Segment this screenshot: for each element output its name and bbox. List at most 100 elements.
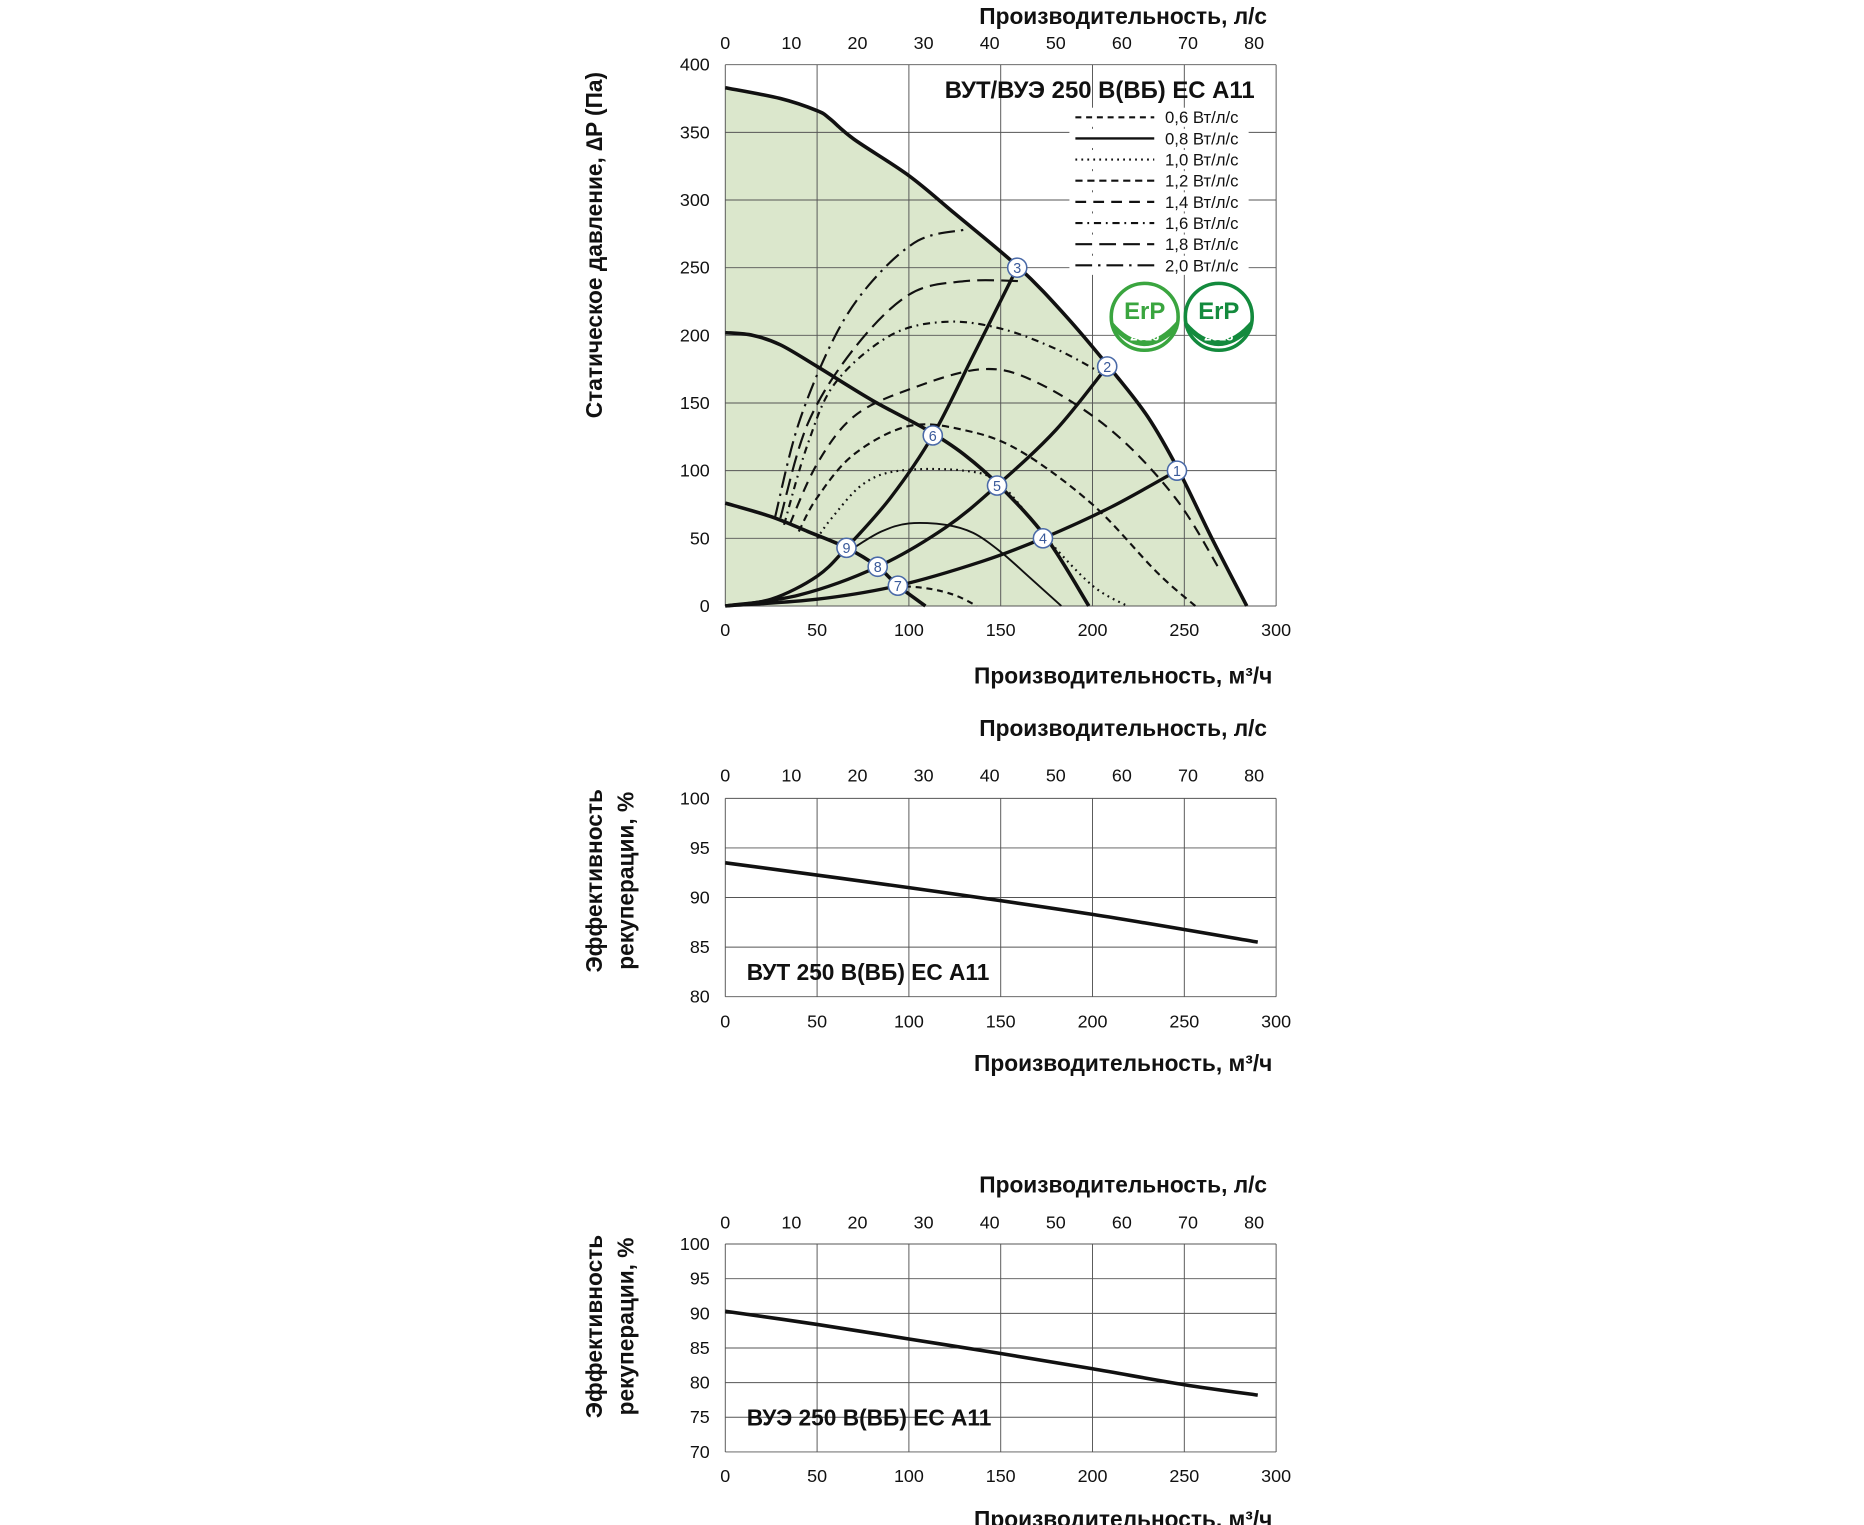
y-tick-label: 85: [690, 937, 710, 957]
operating-point-marker: [887, 575, 909, 597]
operating-area-fill: [725, 87, 1247, 606]
y-axis-label: рекуперации, %: [612, 1238, 638, 1416]
y-tick-label: 400: [680, 55, 710, 75]
x2-tick-label: 70: [1178, 1213, 1198, 1233]
legend-bg: [1069, 150, 1249, 170]
x-tick-label: 250: [1169, 1012, 1199, 1032]
erp-logo-text: ErP: [1198, 298, 1239, 325]
legend-label: 1,8 Вт/л/с: [1165, 235, 1239, 254]
x2-tick-label: 20: [848, 33, 868, 53]
sfp-curve: [779, 279, 1023, 519]
x-tick-label: 100: [894, 1012, 924, 1032]
y-tick-label: 0: [700, 596, 710, 616]
x2-tick-label: 10: [781, 766, 801, 786]
y-tick-label: 90: [690, 887, 710, 907]
y-tick-label: 80: [690, 1373, 710, 1393]
system-curve: [725, 365, 1109, 608]
legend-label: 0,6 Вт/л/с: [1165, 108, 1239, 127]
efficiency-line: [725, 861, 1259, 944]
x-axis-label: Производительность, м³/ч: [974, 1050, 1272, 1076]
y-axis-label: рекуперации, %: [612, 792, 638, 970]
x2-tick-label: 80: [1244, 1213, 1264, 1233]
x2-tick-label: 30: [914, 1213, 934, 1233]
sfp-curve: [773, 228, 965, 519]
operating-point-marker: [922, 425, 944, 446]
x-tick-label: 200: [1078, 620, 1108, 640]
operating-point-label: 4: [1039, 532, 1047, 548]
y-axis-label: Эффективность: [581, 1235, 607, 1418]
x2-tick-label: 10: [781, 33, 801, 53]
x2-tick-label: 30: [914, 766, 934, 786]
sfp-curve: [797, 423, 1197, 607]
legend-bg: [1069, 255, 1249, 275]
x2-tick-label: 50: [1046, 33, 1066, 53]
legend-label: 1,0 Вт/л/с: [1165, 151, 1239, 170]
operating-point-marker: [836, 537, 857, 559]
x-tick-label: 300: [1261, 620, 1291, 640]
y-tick-label: 150: [680, 393, 710, 413]
x-axis-label: Производительность, м³/ч: [974, 663, 1272, 689]
x2-tick-label: 20: [848, 1213, 868, 1233]
erp-logo-swoosh: [1186, 319, 1253, 347]
legend-bg: [1069, 213, 1249, 233]
efficiency-line: [725, 1309, 1259, 1397]
x-tick-label: 100: [894, 620, 924, 640]
x2-tick-label: 20: [848, 766, 868, 786]
operating-point-label: 6: [929, 429, 937, 445]
y-tick-label: 70: [690, 1442, 710, 1462]
x2-tick-label: 0: [720, 33, 730, 53]
x2-tick-label: 70: [1178, 33, 1198, 53]
x2-axis-label: Производительность, л/с: [979, 715, 1267, 741]
legend-bg: [1069, 171, 1249, 191]
sfp-curve: [788, 367, 1222, 573]
sfp-curve: [853, 521, 1062, 607]
x2-tick-label: 40: [980, 1213, 1000, 1233]
operating-point-label: 8: [874, 560, 882, 576]
y-tick-label: 85: [690, 1338, 710, 1358]
system-curve: [725, 266, 1019, 608]
operating-point-marker: [1166, 460, 1188, 481]
y-tick-label: 100: [680, 1234, 710, 1254]
x2-tick-label: 50: [1046, 1213, 1066, 1233]
operating-point-marker: [986, 475, 1008, 496]
operating-point-label: 5: [993, 479, 1001, 495]
y-tick-label: 50: [690, 528, 710, 548]
x2-tick-label: 80: [1244, 766, 1264, 786]
x-tick-label: 200: [1078, 1466, 1108, 1486]
x2-tick-label: 60: [1112, 1213, 1132, 1233]
operating-point-marker: [1006, 257, 1028, 279]
x-tick-label: 150: [986, 1012, 1016, 1032]
y-tick-label: 250: [680, 258, 710, 278]
legend-bg: [1069, 107, 1249, 127]
x-tick-label: 200: [1078, 1012, 1108, 1032]
x-tick-label: 0: [720, 1466, 730, 1486]
chart-2: 0 50 100 150 200 250 300 0 10 20 30 40 50 60 70 80 80 85 9…: [581, 715, 1291, 1076]
erp-logo: [1109, 281, 1180, 353]
x2-tick-label: 60: [1112, 33, 1132, 53]
operating-point-label: 7: [894, 579, 902, 595]
legend-label: 1,6 Вт/л/с: [1165, 214, 1239, 233]
x2-tick-label: 80: [1244, 33, 1264, 53]
y-axis-label: Статическое давление, ∆P (Па): [581, 72, 607, 418]
legend-bg: [1069, 192, 1249, 212]
erp-logo-swoosh: [1112, 319, 1179, 347]
chart-3: 0 50 100 150 200 250 300 0 10 20 30 40 50 60 70 80 70 75 8…: [581, 1172, 1291, 1525]
legend-label: 0,8 Вт/л/с: [1165, 129, 1239, 148]
x-tick-label: 300: [1261, 1012, 1291, 1032]
x2-tick-label: 0: [720, 766, 730, 786]
x-tick-label: 250: [1169, 620, 1199, 640]
chart-title: ВУТ 250 В(ВБ) ЕС А11: [747, 959, 990, 985]
x2-tick-label: 30: [914, 33, 934, 53]
erp-logo: [1183, 281, 1255, 353]
legend-label: 1,4 Вт/л/с: [1165, 193, 1239, 212]
x2-tick-label: 40: [980, 766, 1000, 786]
chart-title: ВУЭ 250 В(ВБ) ЕС А11: [747, 1405, 992, 1431]
y-tick-label: 100: [680, 461, 710, 481]
x-tick-label: 50: [807, 1012, 827, 1032]
x-tick-label: 150: [986, 620, 1016, 640]
operating-point-marker: [867, 556, 889, 578]
x-tick-label: 100: [894, 1466, 924, 1486]
operating-point-label: 3: [1013, 261, 1021, 277]
